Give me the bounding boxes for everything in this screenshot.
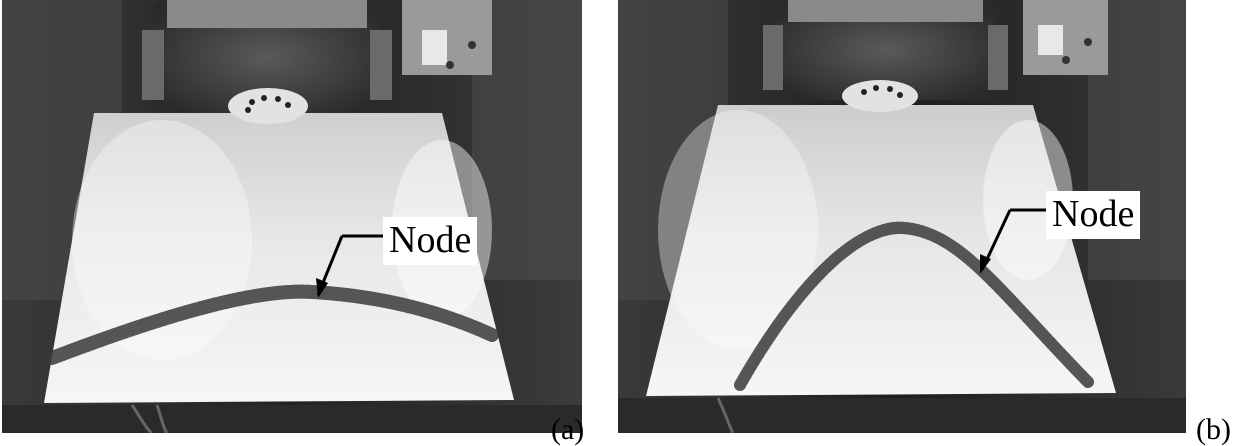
vibrating-plate-photo — [2, 0, 582, 433]
node-label-b: Node — [1046, 191, 1141, 239]
panel-letter-b: (b) — [1196, 413, 1231, 446]
panel-letter-a: (a) — [551, 413, 585, 446]
photo-a — [2, 0, 582, 433]
node-label-a: Node — [383, 217, 478, 265]
